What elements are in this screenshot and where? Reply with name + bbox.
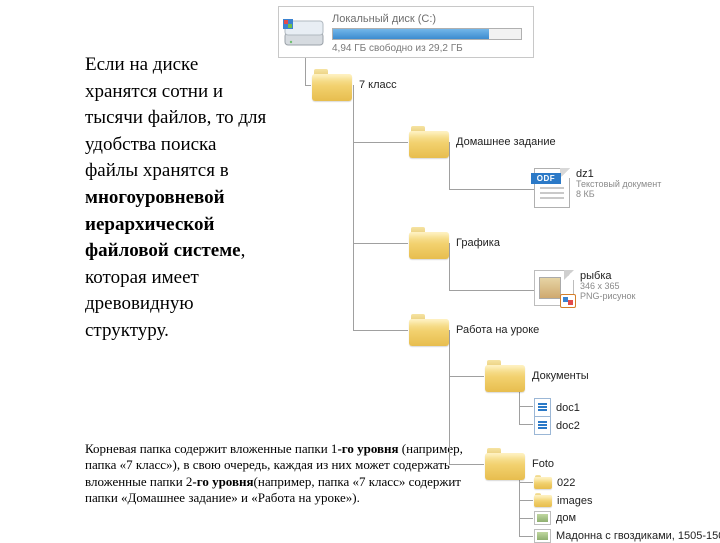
- folder-label: 7 класс: [359, 79, 397, 91]
- folder-node-documents: Документы: [484, 358, 589, 394]
- file-node-images: images: [534, 493, 592, 508]
- file-node-dz1: ODF dz1 Текстовый документ 8 КБ: [534, 168, 661, 208]
- image-file-icon: [534, 529, 551, 543]
- file-size: 8 КБ: [576, 190, 661, 200]
- file-label: 022: [557, 477, 575, 489]
- folder-label: Работа на уроке: [456, 324, 539, 336]
- tree-line: [353, 142, 408, 143]
- file-node-madonna: Мадонна с гвоздиками, 1505-150: [534, 529, 720, 543]
- file-label: Мадонна с гвоздиками, 1505-150: [556, 530, 720, 542]
- tree-line: [353, 330, 408, 331]
- folder-icon: [408, 124, 450, 160]
- folder-icon: [311, 67, 353, 103]
- folder-node-grafika: Графика: [408, 225, 500, 261]
- folder-node-7klass: 7 класс: [311, 67, 397, 103]
- folder-tree-diagram: Локальный диск (С:) 4,94 ГБ свободно из …: [278, 6, 720, 540]
- disk-header: Локальный диск (С:) 4,94 ГБ свободно из …: [278, 6, 534, 58]
- tree-line: [449, 464, 484, 465]
- intro-paragraph: Если на диске хранятся сотни и тысячи фа…: [85, 52, 270, 345]
- intro-pre: Если на диске хранятся сотни и тысячи фа…: [85, 54, 266, 181]
- folder-label: Foto: [532, 458, 554, 470]
- tree-line: [449, 376, 484, 377]
- file-label: doc1: [556, 402, 580, 414]
- doc-file-icon: [534, 416, 551, 435]
- file-node-doc2: doc2: [534, 416, 580, 435]
- tree-line: [353, 243, 408, 244]
- disk-usage-fill: [333, 29, 489, 39]
- disk-free-text: 4,94 ГБ свободно из 29,2 ГБ: [332, 43, 463, 54]
- folder-icon: [484, 446, 526, 482]
- tree-line: [449, 290, 534, 291]
- hard-drive-icon: [283, 17, 325, 49]
- folder-icon: [534, 493, 552, 508]
- file-node-doc1: doc1: [534, 398, 580, 417]
- odf-badge: ODF: [531, 173, 561, 184]
- folder-label: Домашнее задание: [456, 136, 556, 148]
- tree-line: [519, 424, 533, 425]
- folder-icon: [408, 312, 450, 348]
- folder-label: Документы: [532, 370, 589, 382]
- png-file-icon: [534, 270, 574, 306]
- disk-usage-bar: [332, 28, 522, 40]
- footnote-b2: -го уровня: [192, 474, 253, 489]
- file-node-022: 022: [534, 475, 575, 490]
- file-node-rybka: рыбка 346 x 365 PNG-рисунок: [534, 270, 635, 306]
- folder-node-homework: Домашнее задание: [408, 124, 556, 160]
- tree-line: [449, 189, 534, 190]
- odf-file-icon: ODF: [534, 168, 570, 208]
- file-label: images: [557, 495, 592, 507]
- tree-line: [519, 500, 533, 501]
- doc-file-icon: [534, 398, 551, 417]
- tree-line: [449, 330, 450, 464]
- tree-line: [519, 482, 533, 483]
- file-label: дом: [556, 512, 576, 524]
- file-node-dom: дом: [534, 511, 576, 525]
- folder-label: Графика: [456, 237, 500, 249]
- folder-icon: [408, 225, 450, 261]
- intro-bold: многоуровневой иерархической файловой си…: [85, 187, 241, 261]
- image-file-icon: [534, 511, 551, 525]
- folder-icon: [484, 358, 526, 394]
- tree-line: [305, 58, 306, 85]
- tree-line: [353, 85, 354, 330]
- tree-line: [519, 518, 533, 519]
- file-type: PNG-рисунок: [580, 292, 635, 302]
- tree-line: [519, 536, 533, 537]
- file-label: doc2: [556, 420, 580, 432]
- folder-node-classwork: Работа на уроке: [408, 312, 539, 348]
- folder-icon: [534, 475, 552, 490]
- disk-title: Локальный диск (С:): [332, 13, 436, 25]
- tree-line: [519, 406, 533, 407]
